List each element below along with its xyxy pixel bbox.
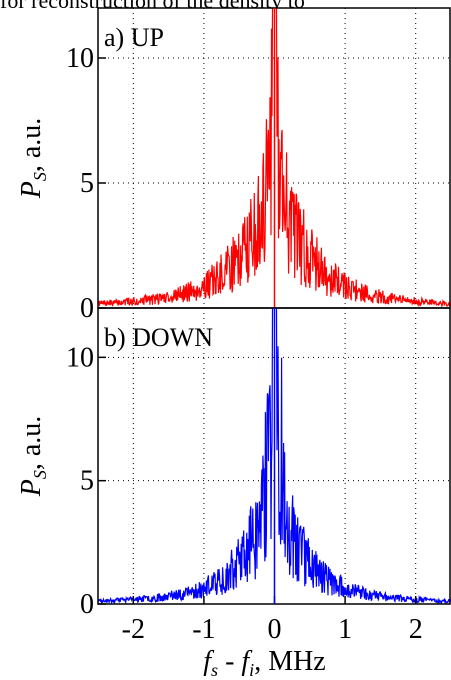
y-tick-label-5: 5 <box>80 466 94 497</box>
x-label-mid: - <box>218 646 241 677</box>
x-tick-label--2: -2 <box>122 614 145 645</box>
x-tick-label-2: 2 <box>409 614 423 645</box>
y-label-main-b: P <box>16 479 47 497</box>
y-tick-label-0: 0 <box>80 293 94 324</box>
y-label-sub-b: S <box>30 470 50 479</box>
y-label-main-a: P <box>16 181 47 199</box>
header-text-fragment: for reconstruction of the density to <box>0 0 451 8</box>
y-tick-label-0: 0 <box>80 589 94 620</box>
x-tick-label--1: -1 <box>192 614 215 645</box>
y-label-unit-a: , a.u. <box>16 118 47 172</box>
panel-label-b: b) DOWN <box>104 323 213 352</box>
y-label-sub-a: S <box>30 172 50 181</box>
y-tick-label-10: 10 <box>66 43 94 74</box>
x-label-sub2: i <box>249 660 254 680</box>
x-label-f1: f <box>203 646 214 677</box>
y-tick-label-5: 5 <box>80 168 94 199</box>
x-tick-label-1: 1 <box>338 614 352 645</box>
x-label-unit: , MHz <box>254 646 326 677</box>
x-label-sub1: s <box>211 660 218 680</box>
panel-a: 0 5 10 a) UP PS, a.u. <box>16 7 451 324</box>
x-axis-label: fs - fi, MHz <box>203 646 325 680</box>
y-ticks-a: 0 5 10 <box>66 43 106 324</box>
x-tick-label-0: 0 <box>268 614 282 645</box>
y-label-unit-b: , a.u. <box>16 416 47 470</box>
x-label-f2: f <box>241 646 252 677</box>
y-tick-label-10: 10 <box>66 342 94 373</box>
y-axis-label-a: PS, a.u. <box>16 118 50 200</box>
panel-label-a: a) UP <box>104 23 164 52</box>
y-ticks-b: 0 5 10 <box>66 342 106 620</box>
y-axis-label-b: PS, a.u. <box>16 416 50 498</box>
